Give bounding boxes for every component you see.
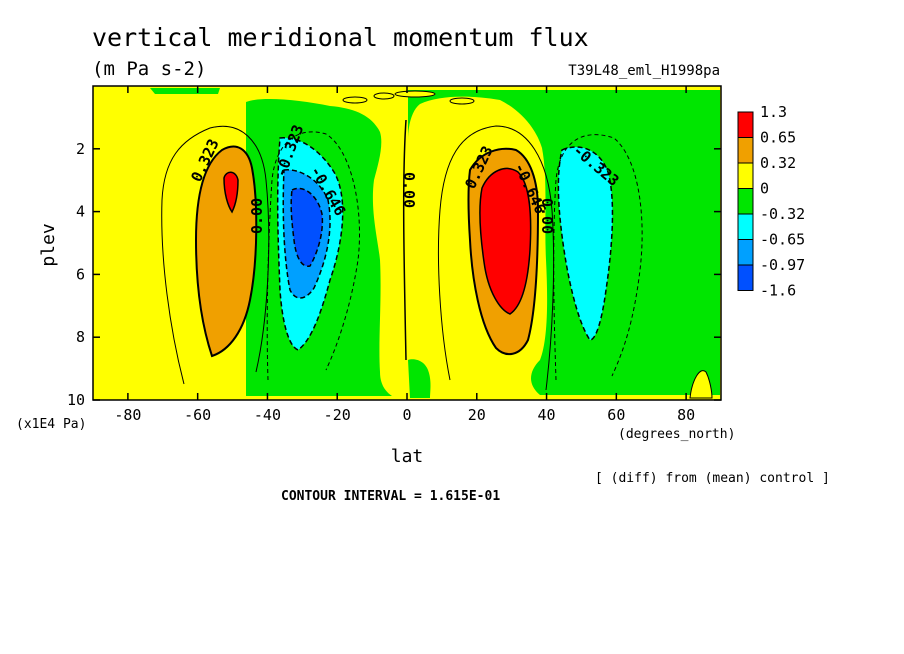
y-tick-label: 8 bbox=[76, 328, 85, 346]
colorbar-label: -0.32 bbox=[760, 205, 805, 223]
colorbar-label: -1.6 bbox=[760, 282, 796, 300]
x-tick-label: 0 bbox=[402, 406, 411, 424]
y-tick-label: 10 bbox=[67, 391, 85, 409]
y-tick-label: 2 bbox=[76, 140, 85, 158]
red-core-nh bbox=[479, 167, 532, 315]
y-axis: 2 4 6 8 10 bbox=[67, 140, 721, 409]
green-thin-top bbox=[150, 88, 220, 94]
colorbar-label: -0.97 bbox=[760, 256, 805, 274]
x-tick-label: -40 bbox=[254, 406, 281, 424]
diff-note: [ (diff) from (mean) control ] bbox=[595, 471, 830, 486]
blob-top-2 bbox=[373, 92, 395, 100]
y-tick-label: 4 bbox=[76, 203, 85, 221]
orange-lobe-sh bbox=[194, 145, 258, 358]
colorbar-swatch bbox=[737, 213, 754, 240]
x-units: (degrees_north) bbox=[618, 427, 735, 442]
contour-dashed-sh bbox=[266, 131, 361, 381]
colorbar-label: 0.65 bbox=[760, 129, 796, 147]
colorbar-swatch bbox=[737, 162, 754, 189]
chart-title: vertical meridional momentum flux bbox=[92, 23, 589, 52]
y-axis-label: plev bbox=[38, 223, 59, 266]
contour-label: 0.00 bbox=[248, 198, 266, 234]
red-core-sh bbox=[223, 171, 239, 214]
x-tick-label: -80 bbox=[114, 406, 141, 424]
chart-units: (m Pa s-2) bbox=[92, 58, 206, 80]
x-axis: -80 -60 -40 -20 0 20 40 60 80 bbox=[114, 86, 695, 424]
colorbar-swatch bbox=[737, 111, 754, 138]
colorbar: 1.3 0.65 0.32 0 -0.32 -0.65 -0.97 -1.6 bbox=[737, 103, 805, 300]
contour-label: 0.00 bbox=[538, 198, 556, 234]
run-label: T39L48_eml_H1998pa bbox=[568, 63, 720, 79]
yellow-corner-br bbox=[689, 370, 713, 399]
colorbar-label: 0.32 bbox=[760, 154, 796, 172]
colorbar-swatch bbox=[737, 188, 754, 215]
y-units: (x1E4 Pa) bbox=[16, 417, 86, 432]
x-tick-label: 20 bbox=[468, 406, 486, 424]
contour-dashed-nh bbox=[553, 134, 643, 381]
blue-core-sh bbox=[290, 187, 324, 267]
contour-zero-eq bbox=[402, 119, 407, 361]
plot-area: 0.323 -0.323 -0.646 0.00 0.00 0.323 -0.6… bbox=[92, 85, 722, 401]
green-bottom-mid bbox=[408, 359, 431, 398]
x-tick-label: -20 bbox=[324, 406, 351, 424]
colorbar-swatch bbox=[737, 239, 754, 266]
colorbar-swatch bbox=[737, 137, 754, 164]
colorbar-label: -0.65 bbox=[760, 231, 805, 249]
contour-interval: CONTOUR INTERVAL = 1.615E-01 bbox=[281, 489, 500, 504]
blob-top-3 bbox=[394, 90, 436, 98]
x-tick-label: 60 bbox=[607, 406, 625, 424]
colorbar-swatch bbox=[737, 264, 754, 291]
y-tick-label: 6 bbox=[76, 265, 85, 283]
x-axis-label: lat bbox=[391, 446, 424, 467]
colorbar-label: 1.3 bbox=[760, 103, 787, 121]
contour-label: 0.00 bbox=[400, 172, 418, 208]
colorbar-label: 0 bbox=[760, 180, 769, 198]
x-tick-label: 80 bbox=[677, 406, 695, 424]
cyan-lobe-nh bbox=[557, 146, 614, 341]
blob-top-4 bbox=[449, 97, 475, 105]
blob-top-1 bbox=[342, 96, 368, 104]
x-tick-label: -60 bbox=[184, 406, 211, 424]
x-tick-label: 40 bbox=[538, 406, 556, 424]
